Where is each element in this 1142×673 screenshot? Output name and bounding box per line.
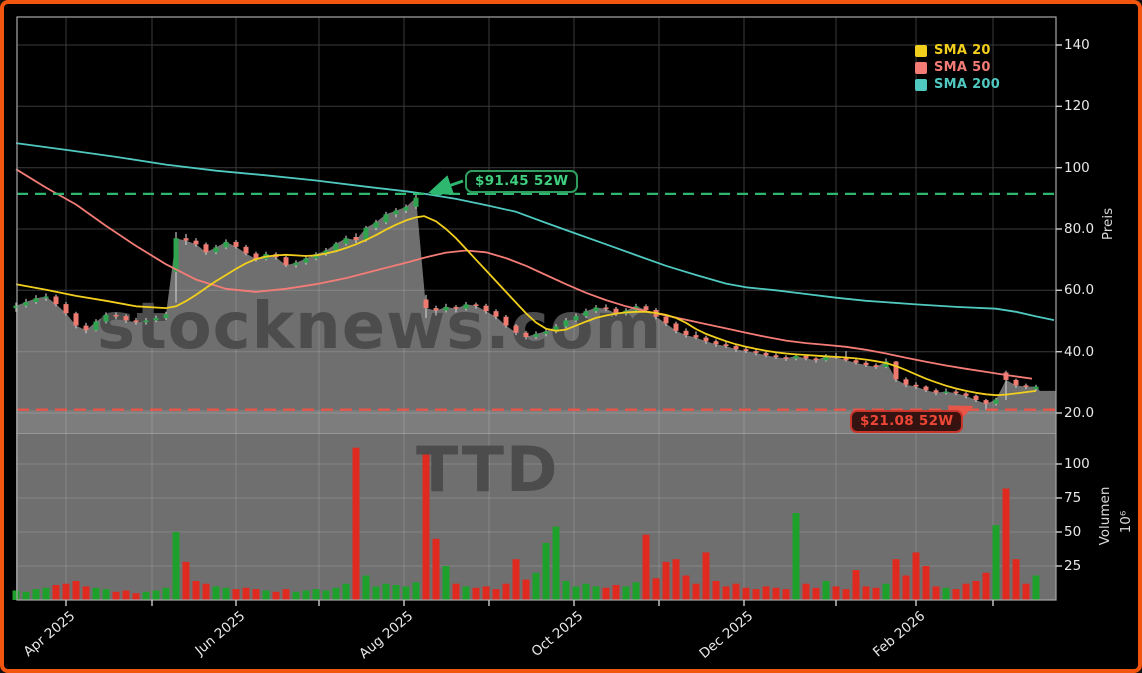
price-tick-label: 60.0 — [1064, 282, 1095, 299]
price-tick-label: 100 — [1064, 159, 1090, 176]
plot-frame — [16, 16, 1057, 601]
volume-bars — [12, 447, 1040, 600]
chart-canvas: stocknews.com TTD — [12, 16, 1062, 606]
volume-axis-title: Volumen — [1097, 486, 1113, 546]
legend-item-label: SMA 200 — [934, 77, 1001, 92]
legend-item: SMA 50 — [915, 59, 1000, 76]
volume-tick-label: 25 — [1064, 558, 1082, 574]
legend-item: SMA 200 — [915, 76, 1000, 93]
price-tick-label: 20.0 — [1064, 405, 1095, 421]
legend-item-label: SMA 20 — [934, 43, 991, 58]
watermark-site: stocknews.com — [97, 290, 662, 364]
high-52w-annotation: $91.45 52W — [465, 170, 579, 193]
low-52w-annotation: $21.08 52W — [850, 410, 964, 433]
high-52w-arrow — [428, 175, 464, 196]
legend-swatch-icon — [915, 78, 927, 91]
legend-swatch-icon — [915, 44, 927, 57]
price-tick-label: 140 — [1064, 37, 1090, 53]
legend-item: SMA 20 — [915, 42, 1000, 59]
low-zone-band — [17, 410, 1056, 433]
watermark-symbol: TTD — [416, 433, 559, 506]
volume-tick-label: 50 — [1064, 524, 1082, 540]
legend-item-label: SMA 50 — [934, 60, 991, 75]
sma200-line — [15, 142, 1055, 321]
price-tick-label: 80.0 — [1064, 221, 1095, 237]
price-tick-label: 120 — [1064, 98, 1090, 115]
volume-tick-label: 100 — [1064, 456, 1090, 472]
volume-tick-label: 75 — [1064, 490, 1082, 506]
legend-swatch-icon — [915, 61, 927, 74]
sma20-line — [15, 215, 1037, 397]
price-axis-title: Preis — [1100, 207, 1116, 241]
chart-legend: SMA 20 SMA 50 SMA 200 — [915, 42, 1000, 93]
sma50-line — [15, 168, 1033, 380]
volume-axis-unit: 10⁶ — [1118, 510, 1134, 534]
price-tick-label: 40.0 — [1064, 343, 1095, 360]
axis-ticks — [65, 44, 1062, 606]
price-area-fill — [16, 197, 1056, 600]
